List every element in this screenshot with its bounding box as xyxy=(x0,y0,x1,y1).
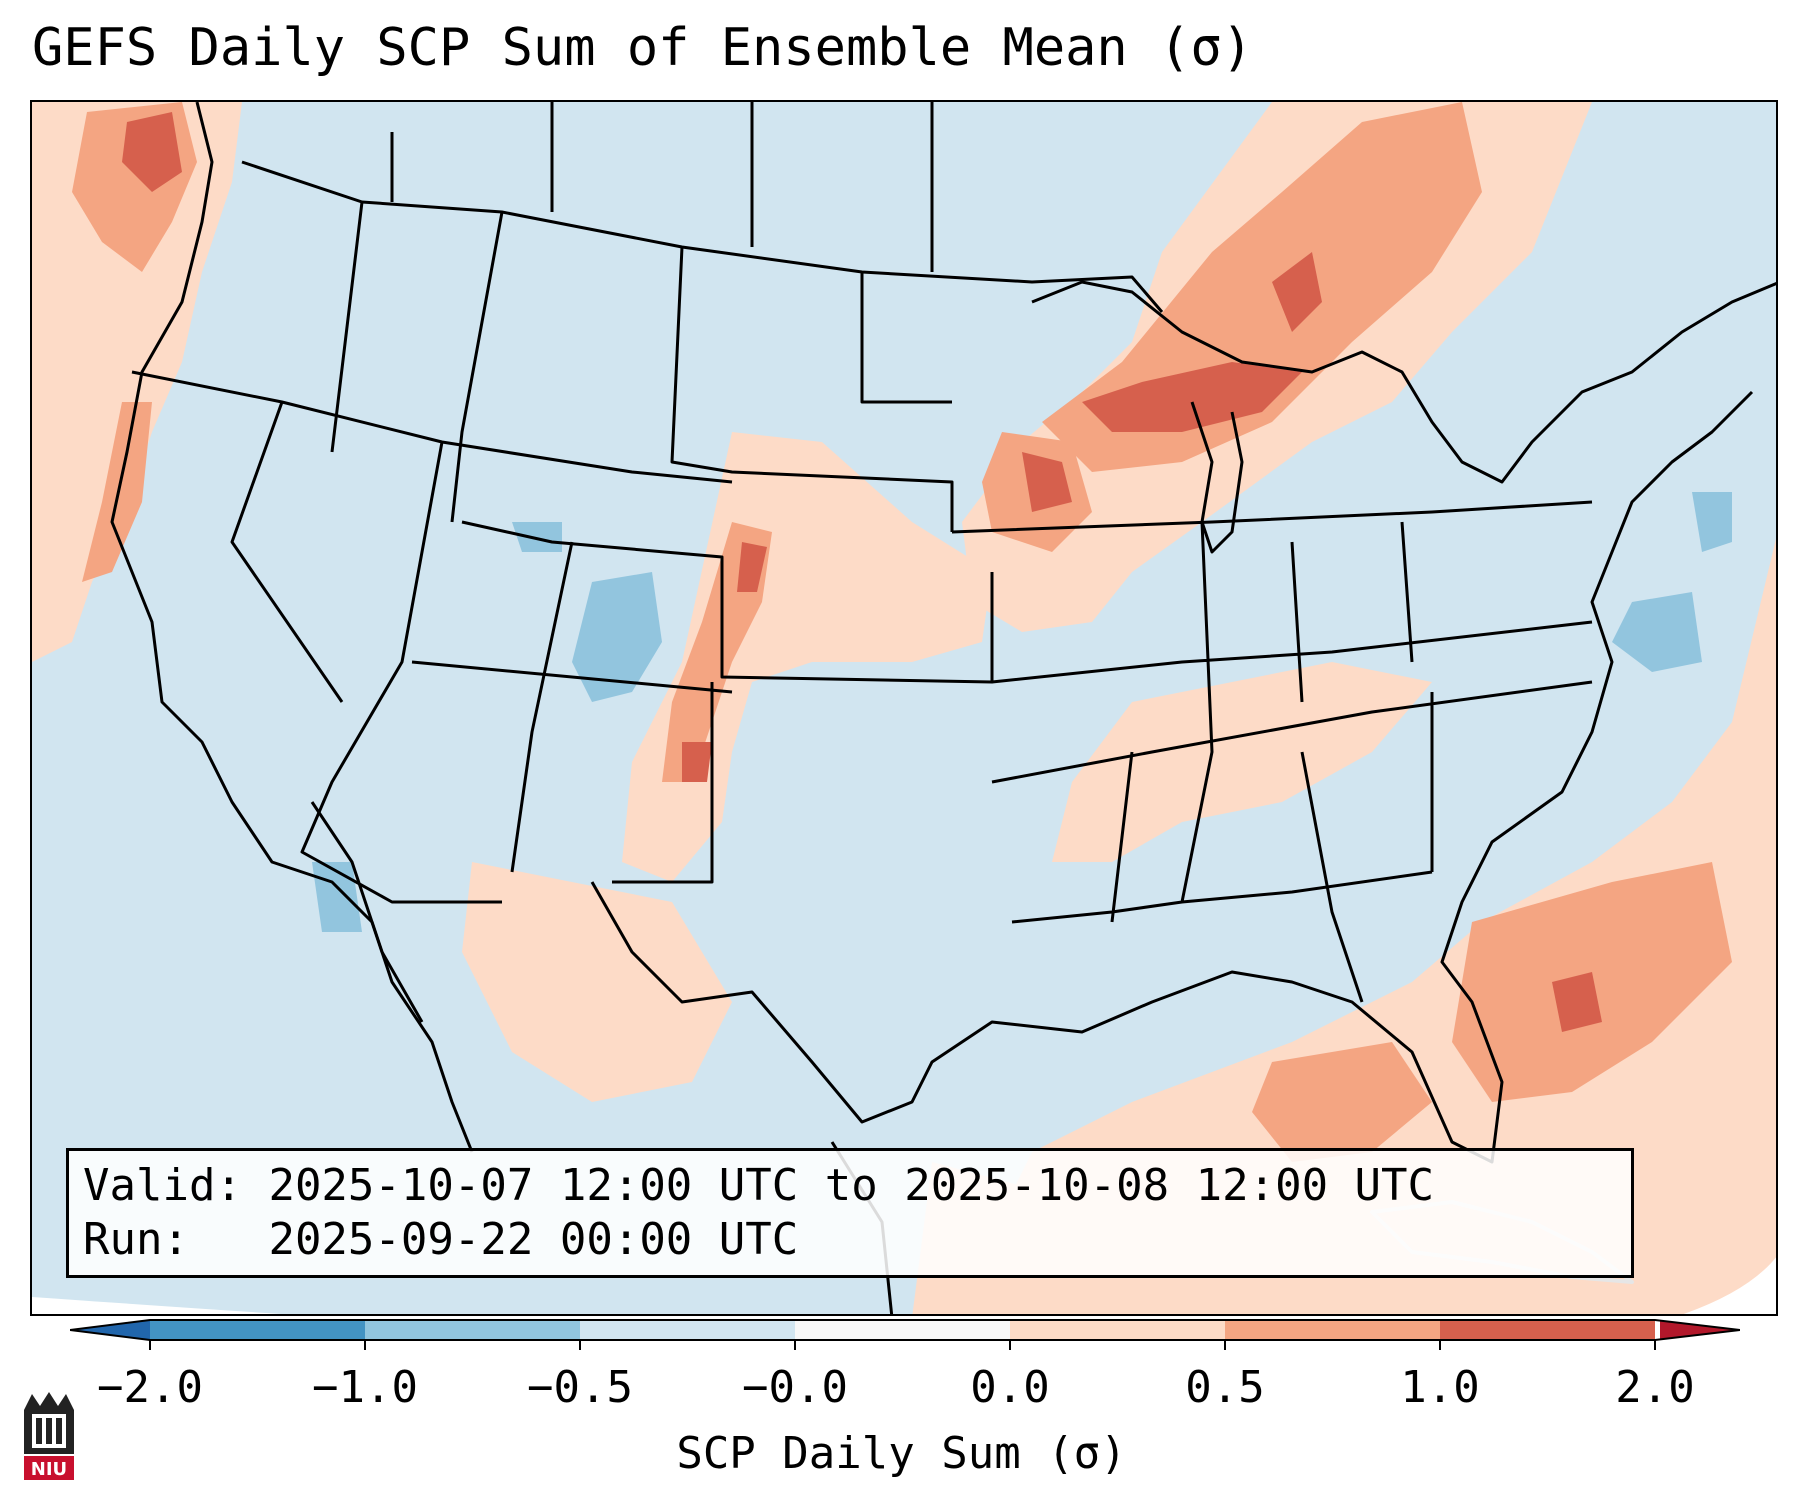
gulf-coast xyxy=(590,390,1754,1164)
off-domain-corner xyxy=(32,1297,282,1314)
off-domain-corner-right xyxy=(1683,1257,1776,1314)
field-wy-low xyxy=(512,522,562,552)
colorbar-bins xyxy=(150,1320,1655,1340)
colorbar-ticks xyxy=(149,1340,1656,1350)
colorbar-under-triangle xyxy=(70,1320,150,1340)
colorbar-tick-label: 2.0 xyxy=(1615,1362,1695,1413)
colorbar-tick-label: 0.5 xyxy=(1185,1362,1265,1413)
field-iowa-high xyxy=(1022,452,1072,512)
field-atlantic-low xyxy=(1612,592,1702,672)
colorbar-frame xyxy=(70,1319,1740,1341)
niu-logo-icon: NIU xyxy=(24,1392,74,1480)
field-plains-light xyxy=(622,432,992,882)
colorbar-tick-label: −0.0 xyxy=(742,1362,848,1413)
scp-field xyxy=(32,102,1776,1314)
lake-michigan xyxy=(1190,401,1244,554)
field-atlantic-high xyxy=(1552,972,1602,1032)
field-frontrange-high xyxy=(737,542,767,592)
field-mexico-light xyxy=(462,862,732,1102)
colorbar xyxy=(70,1319,1740,1350)
field-gulf-mid xyxy=(1252,1042,1432,1162)
canada-border xyxy=(241,160,1164,313)
colorbar-over-triangle xyxy=(1660,1320,1740,1340)
valid-label: Valid: xyxy=(83,1160,242,1211)
states-north xyxy=(330,102,954,532)
colorbar-tick-label: 0.0 xyxy=(970,1362,1050,1413)
field-lakes-high xyxy=(1082,362,1302,432)
field-tennessee-light xyxy=(1052,662,1432,862)
field-ontario-high xyxy=(1272,252,1322,332)
chart-title: GEFS Daily SCP Sum of Ensemble Mean (σ) xyxy=(32,18,1253,78)
map-canvas xyxy=(32,102,1776,1314)
field-atlantic-light xyxy=(935,538,1776,1314)
field-lakes-mid xyxy=(1042,102,1482,472)
colorbar-bin xyxy=(365,1320,580,1340)
colorbar-bin xyxy=(1440,1320,1655,1340)
run-value: 2025-09-22 00:00 UTC xyxy=(268,1214,799,1265)
colorbar-bin xyxy=(150,1320,365,1340)
colorbar-label: SCP Daily Sum (σ) xyxy=(676,1428,1127,1479)
map-panel xyxy=(30,100,1778,1316)
field-nm-high xyxy=(682,742,712,782)
field-nj-low xyxy=(1692,492,1732,552)
valid-run-infobox: Valid: 2025-10-07 12:00 UTC to 2025-10-0… xyxy=(66,1148,1634,1278)
colorbar-bin xyxy=(795,1320,1010,1340)
coastline-west xyxy=(110,102,474,1153)
colorbar-tick-label: 1.0 xyxy=(1400,1362,1480,1413)
run-label: Run: xyxy=(83,1214,189,1265)
colorbar-tick-label: −0.5 xyxy=(527,1362,633,1413)
field-colorado-low xyxy=(572,572,662,702)
colorbar-bin xyxy=(1010,1320,1225,1340)
field-westcoast-light xyxy=(32,102,242,662)
field-pnw-high xyxy=(122,112,182,192)
states-east xyxy=(951,500,1593,1003)
colorbar-tick-label: −1.0 xyxy=(312,1362,418,1413)
colorbar-bin xyxy=(580,1320,795,1340)
map-borders xyxy=(110,102,1776,1314)
colorbar-tick-label: −2.0 xyxy=(97,1362,203,1413)
valid-value: 2025-10-07 12:00 UTC to 2025-10-08 12:00… xyxy=(268,1160,1435,1211)
colorbar-bin xyxy=(1225,1320,1440,1340)
logo-text: NIU xyxy=(31,1459,67,1480)
states-central xyxy=(131,370,994,904)
great-lakes-shore xyxy=(1031,280,1776,484)
